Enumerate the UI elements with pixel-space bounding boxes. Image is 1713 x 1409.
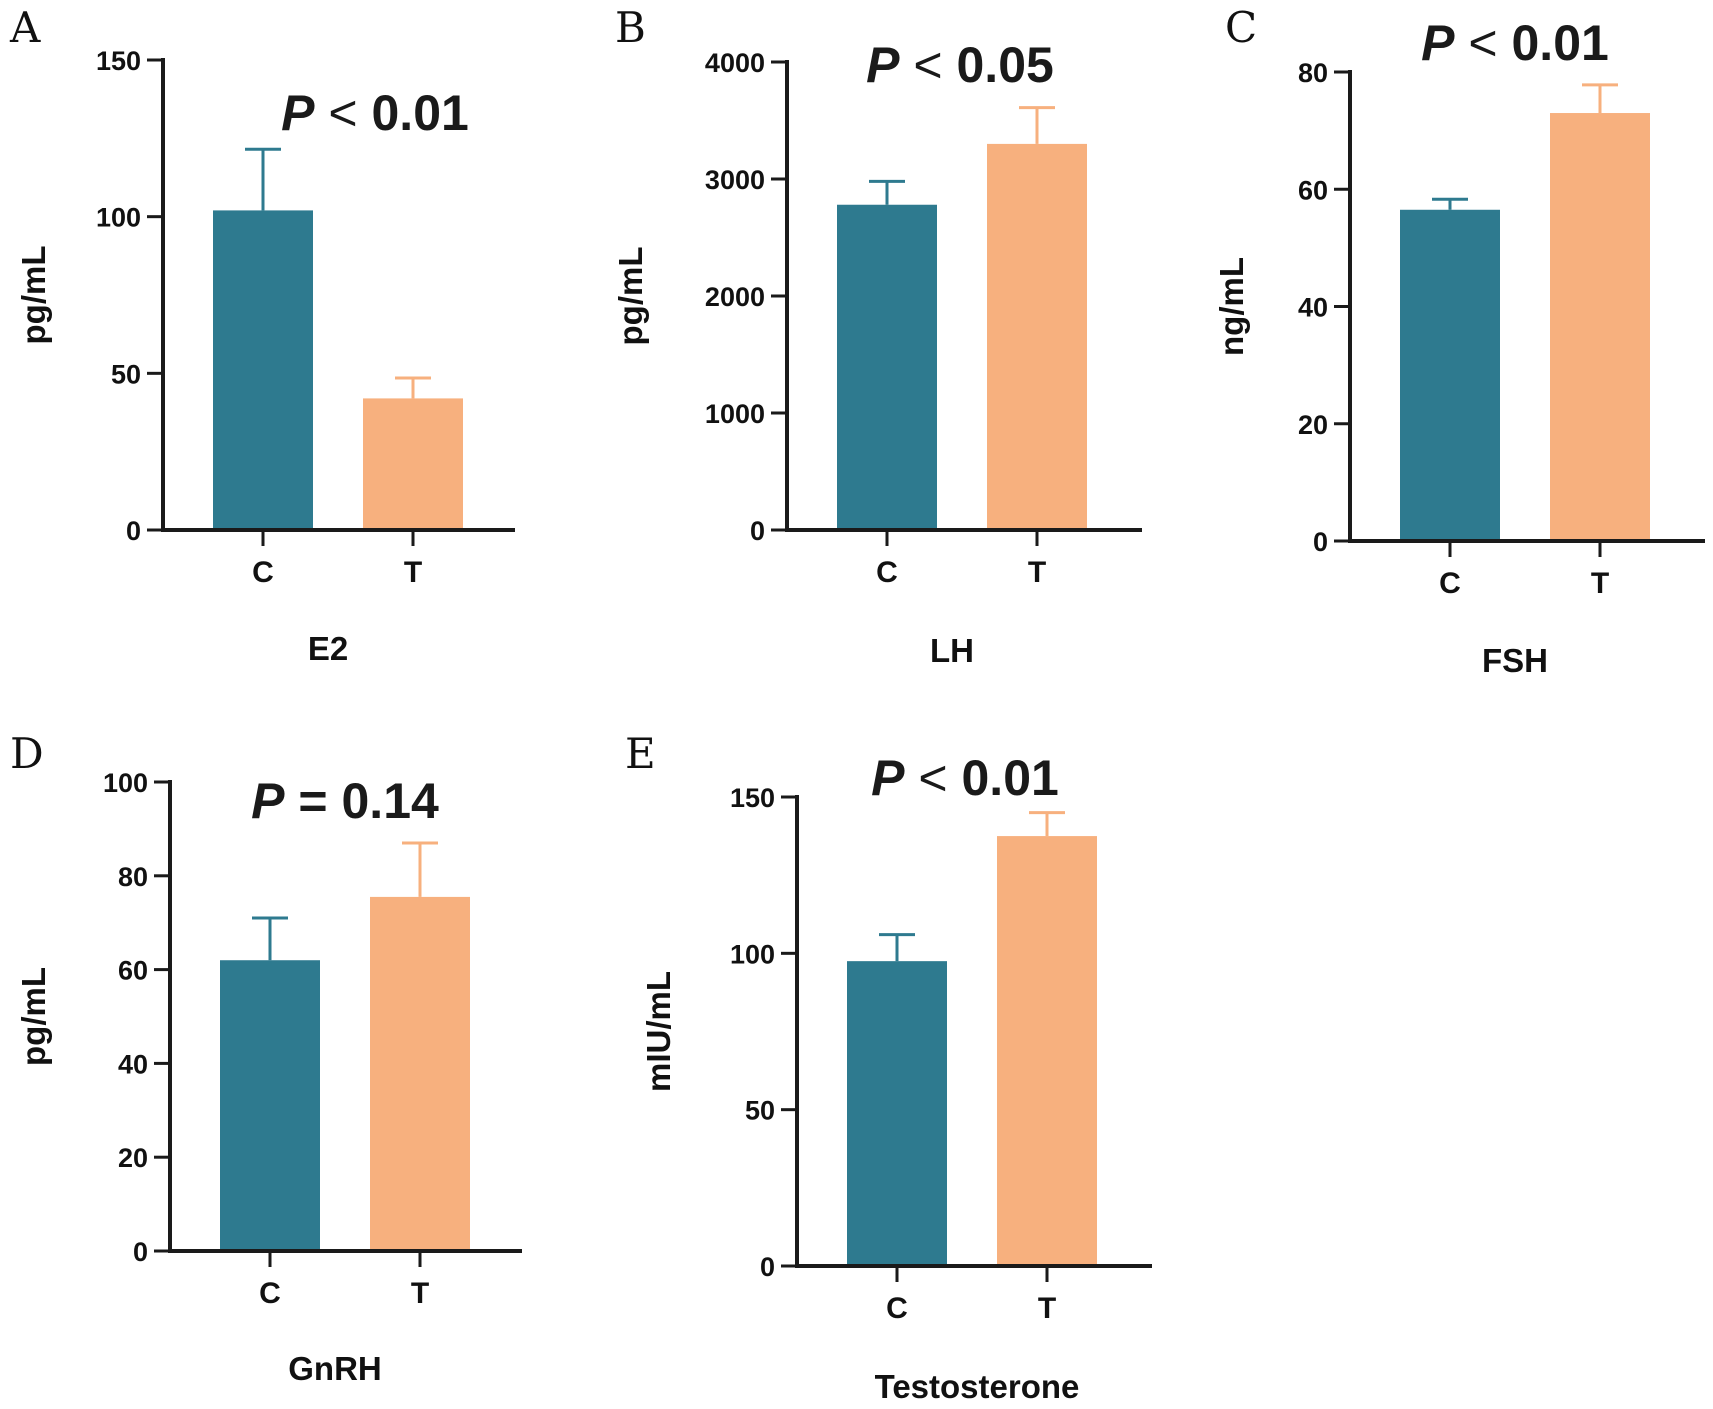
panel-c-ytick-label: 60 xyxy=(1298,175,1328,205)
panel-d-ytick-label: 40 xyxy=(118,1049,148,1079)
panel-b-ytick-label: 4000 xyxy=(705,48,765,78)
panel-e-letter: E xyxy=(625,729,656,778)
panel-b-xlabel: LH xyxy=(930,632,974,669)
panel-c-ytick-label: 80 xyxy=(1298,58,1328,88)
panel-e-ytick-label: 50 xyxy=(745,1096,775,1126)
panel-b-ytick-label: 2000 xyxy=(705,282,765,312)
panel-d-ytick-label: 60 xyxy=(118,956,148,986)
panel-d-ylabel: pg/mL xyxy=(15,967,52,1066)
panel-a-ytick-label: 50 xyxy=(111,359,141,389)
panel-a-bar-c xyxy=(213,210,313,530)
panel-a-ytick-label: 0 xyxy=(126,516,141,546)
panel-a-p-value: P < 0.01 xyxy=(281,85,469,141)
panel-e-category-label-t: T xyxy=(1038,1292,1056,1325)
panel-e-p-value: P < 0.01 xyxy=(871,750,1059,806)
panel-a-xlabel: E2 xyxy=(308,630,348,667)
panel-b-bar-t xyxy=(987,143,1087,530)
panel-c-category-label-c: C xyxy=(1439,567,1461,600)
panel-c-xlabel: FSH xyxy=(1482,642,1548,679)
panel-c-bar-t xyxy=(1550,113,1650,541)
panel-c-ytick-label: 20 xyxy=(1298,410,1328,440)
panel-c-ytick-label: 0 xyxy=(1313,527,1328,557)
panel-c-ytick-label: 40 xyxy=(1298,293,1328,323)
panel-b-category-label-t: T xyxy=(1028,556,1046,589)
panel-e-ytick-label: 150 xyxy=(730,783,775,813)
panel-b-p-value: P < 0.05 xyxy=(866,37,1054,93)
panel-d-category-label-t: T xyxy=(411,1277,429,1310)
panel-d-ytick-label: 100 xyxy=(103,768,148,798)
panel-d-p-value: P = 0.14 xyxy=(251,773,439,829)
panel-c-category-label-t: T xyxy=(1591,567,1609,600)
panel-e-bar-t xyxy=(997,836,1097,1266)
panel-a-ylabel: pg/mL xyxy=(15,246,52,345)
panel-d-ytick-label: 20 xyxy=(118,1143,148,1173)
panel-b-ytick-label: 1000 xyxy=(705,399,765,429)
panel-b-letter: B xyxy=(615,3,646,52)
panel-d-xlabel: GnRH xyxy=(288,1350,382,1387)
panel-d-bar-t xyxy=(370,896,470,1251)
panel-a-category-label-t: T xyxy=(404,556,422,589)
panel-c-ylabel: ng/mL xyxy=(1213,257,1250,356)
panel-a-ytick-label: 150 xyxy=(96,46,141,76)
panel-e-category-label-c: C xyxy=(886,1292,908,1325)
panel-c-p-value: P < 0.01 xyxy=(1421,15,1609,71)
panel-e-xlabel: Testosterone xyxy=(875,1368,1080,1405)
panel-b-ytick-label: 0 xyxy=(750,516,765,546)
panel-b-ytick-label: 3000 xyxy=(705,165,765,195)
panel-a-letter: A xyxy=(9,3,41,52)
panel-a-category-label-c: C xyxy=(252,556,274,589)
panel-b-bar-c xyxy=(837,204,937,531)
panel-a-bar-t xyxy=(363,398,463,530)
panel-d-category-label-c: C xyxy=(259,1277,281,1310)
panel-b-category-label-c: C xyxy=(876,556,898,589)
panel-e-ylabel: mIU/mL xyxy=(640,971,677,1092)
panel-e-bar-c xyxy=(847,961,947,1266)
panel-b-ylabel: pg/mL xyxy=(612,247,649,346)
panel-d-bar-c xyxy=(220,960,320,1251)
panel-d-ytick-label: 80 xyxy=(118,862,148,892)
panel-d-letter: D xyxy=(10,729,44,778)
panel-e-ytick-label: 0 xyxy=(760,1252,775,1282)
panel-e-ytick-label: 100 xyxy=(730,939,775,969)
panel-d-ytick-label: 0 xyxy=(133,1237,148,1267)
panel-c-bar-c xyxy=(1400,209,1500,542)
panel-a-ytick-label: 100 xyxy=(96,203,141,233)
panel-c-letter: C xyxy=(1225,3,1257,52)
